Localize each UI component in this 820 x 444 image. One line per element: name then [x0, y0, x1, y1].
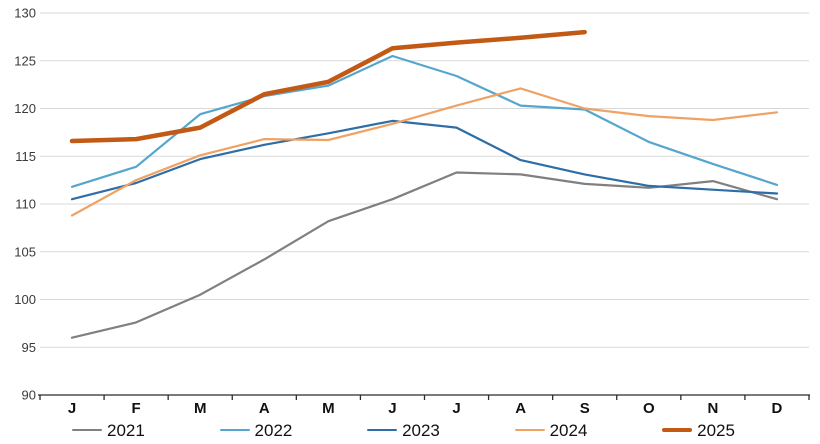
series-line-2023	[70, 119, 779, 201]
legend-label-2023: 2023	[402, 420, 440, 440]
legend-line-swatch-2023	[367, 428, 398, 432]
series-line-2022	[70, 54, 779, 188]
series-line-2024	[70, 87, 779, 217]
y-axis-tick-label: 100	[14, 292, 36, 307]
series-line-2025	[69, 29, 587, 144]
legend-item-2023: 2023	[367, 422, 440, 439]
chart-legend: 2021 2022 2023 2024 2025	[0, 416, 820, 444]
x-axis-month-label: J	[452, 400, 460, 417]
legend-item-2022: 2022	[219, 420, 293, 440]
x-axis-month-label: D	[772, 400, 783, 417]
y-axis-tick-label: 120	[14, 101, 36, 116]
legend-item-2021: 2021	[72, 422, 145, 439]
legend-line-swatch-2024	[514, 428, 545, 432]
y-axis-tick-label: 130	[14, 6, 36, 21]
y-axis-tick-label: 110	[15, 197, 36, 212]
legend-item-2024: 2024	[514, 420, 588, 440]
legend-line-swatch-2025	[662, 427, 693, 433]
x-axis-month-label: O	[643, 400, 655, 417]
line-chart-svg: 90 95 100 105 110 115 120 125 130 J F M A M J J A S O N D	[14, 6, 810, 417]
legend-label-2024: 2024	[549, 420, 588, 440]
x-axis-month-label: M	[194, 400, 207, 417]
y-axis-tick-label: 105	[14, 244, 36, 259]
legend-label-2021: 2021	[107, 420, 145, 440]
x-axis-month-label: M	[322, 400, 335, 417]
x-axis-month-label: S	[580, 400, 590, 417]
y-axis-tick-label: 115	[15, 149, 36, 164]
x-axis-month-label: J	[68, 400, 76, 417]
legend-item-2025: 2025	[662, 422, 735, 439]
x-axis-month-label: J	[388, 400, 396, 417]
y-axis-tick-label: 95	[22, 340, 36, 355]
legend-line-swatch-2021	[72, 428, 102, 432]
x-axis-month-label: A	[515, 400, 526, 417]
x-axis-month-label: A	[259, 400, 270, 417]
y-axis-tick-label: 125	[14, 53, 36, 68]
legend-label-2025: 2025	[697, 420, 735, 440]
x-axis-month-label: F	[132, 400, 141, 417]
y-axis-tick-label: 90	[22, 388, 36, 403]
legend-label-2022: 2022	[254, 420, 293, 440]
legend-line-swatch-2022	[219, 428, 250, 432]
series-line-2021	[70, 171, 779, 339]
x-axis-month-label: N	[707, 400, 718, 417]
